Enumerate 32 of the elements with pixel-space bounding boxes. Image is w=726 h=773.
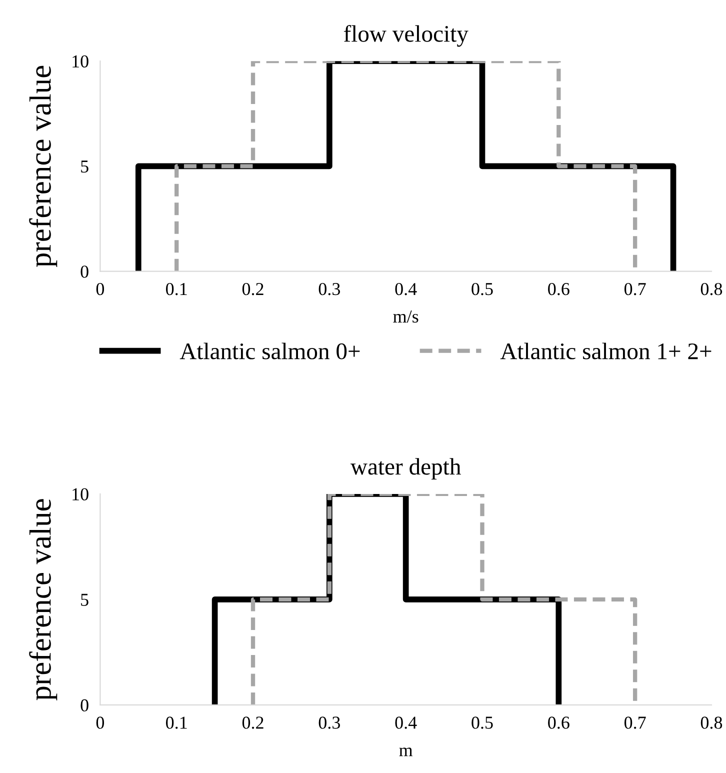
- x-tick-label: 0.6: [548, 282, 570, 296]
- y-tick-label: 10: [72, 55, 88, 68]
- x-tick-label: 0.4: [395, 716, 417, 729]
- legend-label: Atlantic salmon 0+: [180, 342, 360, 360]
- chart-title: water depth: [350, 458, 461, 480]
- x-tick-label: 0.1: [166, 282, 187, 296]
- x-tick-label: 0.5: [472, 282, 493, 296]
- x-tick-label: 0.6: [548, 716, 570, 729]
- x-tick-label: 0.7: [624, 282, 646, 296]
- x-tick-label: 0.7: [624, 716, 646, 729]
- chart-title: flow velocity: [344, 25, 468, 47]
- x-tick-label: 0.1: [166, 716, 187, 729]
- y-tick-label: 10: [72, 488, 88, 500]
- x-tick-label: 0.2: [242, 282, 264, 296]
- y-axis-title: preference value: [29, 66, 58, 268]
- x-tick-label: 0.8: [700, 282, 722, 296]
- y-tick-label: 5: [81, 160, 88, 173]
- x-tick-label: 0.2: [242, 716, 264, 729]
- x-tick-label: 0: [96, 716, 104, 729]
- x-tick-label: 0: [96, 282, 104, 296]
- y-tick-label: 0: [80, 699, 88, 712]
- y-tick-label: 5: [81, 594, 88, 606]
- x-axis-title: m: [399, 748, 413, 756]
- x-axis-title: m/s: [393, 310, 418, 323]
- x-tick-label: 0.8: [700, 716, 722, 729]
- x-tick-label: 0.3: [318, 716, 340, 729]
- legend-label: Atlantic salmon 1+ 2+: [500, 342, 712, 360]
- x-tick-label: 0.3: [318, 282, 340, 296]
- x-tick-label: 0.4: [395, 282, 417, 296]
- y-tick-label: 0: [80, 266, 88, 278]
- y-axis-title: preference value: [29, 499, 58, 700]
- x-tick-label: 0.5: [472, 716, 493, 729]
